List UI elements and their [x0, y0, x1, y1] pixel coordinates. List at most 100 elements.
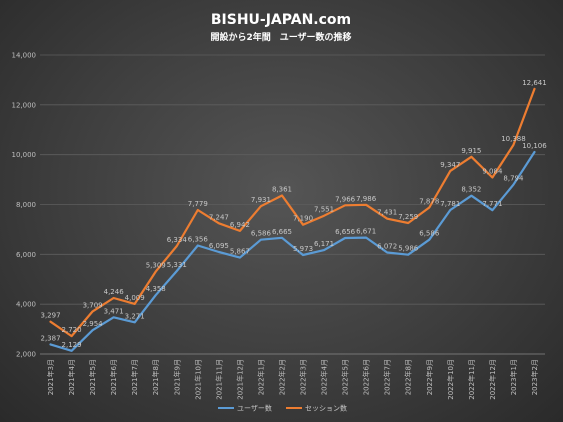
data-point	[70, 335, 73, 337]
x-tick-label: 2021年11月	[214, 359, 223, 400]
data-point	[218, 222, 220, 224]
data-label: 5,986	[398, 245, 419, 253]
x-tick-label: 2022年6月	[362, 359, 371, 395]
data-label: 6,586	[251, 230, 272, 238]
data-label: 6,171	[314, 240, 334, 248]
data-point	[533, 88, 536, 90]
x-tick-label: 2021年5月	[88, 359, 97, 395]
data-label: 9,347	[440, 161, 460, 169]
data-label: 6,671	[356, 228, 376, 236]
data-label: 5,331	[167, 261, 187, 269]
data-point	[239, 230, 241, 232]
x-tick-label: 2021年9月	[172, 359, 181, 395]
data-label: 9,915	[461, 147, 481, 155]
y-tick-label: 6,000	[16, 251, 36, 259]
grid	[40, 54, 545, 355]
data-point	[239, 257, 241, 259]
data-label: 6,095	[209, 242, 229, 250]
y-tick-label: 10,000	[12, 151, 37, 159]
data-label: 5,867	[230, 248, 250, 256]
x-axis: 2021年3月 2021年4月 2021年5月 2021年6月 2021年7月 2021年…	[46, 359, 539, 400]
data-point	[155, 294, 157, 296]
data-point	[428, 206, 430, 209]
x-tick-label: 2021年12月	[235, 359, 244, 400]
data-point	[470, 195, 472, 197]
data-label: 9,084	[482, 167, 503, 175]
data-label: 6,942	[230, 221, 250, 229]
data-label: 2,129	[62, 341, 82, 349]
data-label: 7,247	[209, 213, 229, 221]
chart-title: BISHU-JAPAN.com	[211, 12, 351, 28]
x-tick-label: 2023年1月	[509, 359, 518, 395]
data-point	[134, 303, 136, 305]
y-tick-label: 4,000	[16, 301, 36, 309]
data-point	[470, 156, 472, 158]
x-tick-label: 2022年2月	[277, 359, 286, 395]
data-point	[344, 237, 346, 239]
data-point	[533, 151, 536, 153]
data-point	[260, 205, 262, 207]
data-label: 7,931	[251, 196, 271, 204]
data-label: 6,334	[167, 236, 188, 244]
x-tick-label: 2022年12月	[488, 359, 497, 400]
data-label: 2,954	[83, 320, 104, 328]
data-label: 3,471	[104, 307, 124, 315]
x-tick-label: 2022年1月	[256, 359, 265, 395]
x-tick-label: 2021年8月	[151, 359, 160, 395]
data-point	[302, 224, 304, 226]
data-point	[323, 215, 325, 217]
y-tick-label: 2,000	[16, 351, 36, 359]
data-point	[323, 249, 325, 251]
data-point	[155, 270, 157, 273]
data-label: 2,720	[62, 326, 82, 334]
series-line-sessions	[49, 87, 536, 338]
data-label: 12,641	[522, 79, 547, 87]
data-label: 7,779	[188, 200, 208, 208]
x-tick-label: 2021年10月	[193, 359, 202, 400]
legend-label-sessions: セッション数	[305, 404, 347, 413]
data-point	[113, 316, 115, 318]
data-point	[512, 184, 515, 186]
x-tick-label: 2023年2月	[530, 359, 539, 395]
data-point	[197, 244, 199, 247]
data-label: 7,431	[377, 209, 397, 217]
data-label: 7,259	[398, 213, 418, 221]
data-point	[365, 237, 367, 239]
data-point	[218, 251, 220, 253]
data-point	[491, 209, 493, 211]
x-tick-label: 2022年7月	[383, 359, 392, 395]
data-point	[449, 209, 451, 211]
series-lines	[49, 87, 536, 352]
x-tick-label: 2021年7月	[130, 359, 139, 395]
x-tick-label: 2022年10月	[446, 359, 455, 400]
data-point	[197, 209, 199, 211]
data-label: 7,781	[440, 200, 460, 208]
data-label: 6,356	[188, 235, 209, 243]
data-label: 8,794	[503, 175, 524, 183]
data-label: 3,271	[125, 312, 145, 320]
data-point	[49, 343, 52, 345]
data-point	[365, 204, 367, 206]
data-point	[449, 170, 451, 172]
data-point	[92, 329, 94, 331]
data-point	[386, 218, 388, 220]
data-point	[176, 270, 178, 272]
data-point	[260, 239, 262, 241]
x-tick-label: 2022年11月	[467, 359, 476, 400]
data-point	[302, 254, 304, 256]
data-label: 6,072	[377, 243, 397, 251]
y-axis: 2,000 4,000 6,000 8,000 10,000 12,000 14,000	[12, 52, 37, 359]
data-label: 7,551	[314, 206, 334, 214]
x-tick-label: 2022年3月	[299, 359, 308, 395]
x-tick-label: 2022年8月	[404, 359, 413, 395]
data-label: 7,878	[419, 198, 439, 206]
data-label: 5,309	[146, 262, 166, 270]
data-point	[70, 350, 73, 352]
data-label: 8,361	[272, 186, 292, 194]
x-tick-label: 2022年5月	[341, 359, 350, 395]
legend-label-users: ユーザー数	[237, 404, 272, 413]
data-point	[344, 204, 346, 206]
legend: ユーザー数 セッション数	[218, 404, 347, 413]
data-label: 6,656	[335, 228, 356, 236]
